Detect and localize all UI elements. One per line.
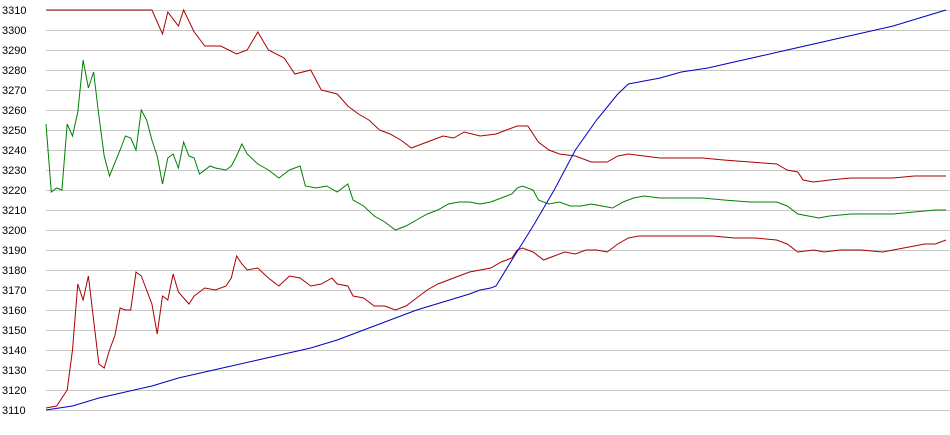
y-tick-label: 3130 [2,365,26,377]
y-tick-label: 3110 [2,405,26,417]
y-tick-label: 3160 [2,305,26,317]
series-lines [45,8,947,411]
y-tick-label: 3280 [2,65,26,77]
series-line-4 [45,9,947,411]
y-tick-label: 3210 [2,205,26,217]
y-tick-label: 3230 [2,165,26,177]
series-line-3 [45,235,947,409]
series-line-2 [45,59,946,231]
y-tick-label: 3200 [2,225,26,237]
y-tick-label: 3270 [2,85,26,97]
y-tick-label: 3170 [2,285,26,297]
y-tick-label: 3220 [2,185,26,197]
y-tick-label: 3150 [2,325,26,337]
grid-lines [46,10,950,411]
y-tick-label: 3250 [2,125,26,137]
y-tick-label: 3240 [2,145,26,157]
y-tick-label: 3260 [2,105,26,117]
y-tick-label: 3120 [2,385,26,397]
y-tick-label: 3190 [2,245,26,257]
series-line-1 [46,8,946,183]
y-tick-label: 3290 [2,45,26,57]
y-tick-label: 3300 [2,25,26,37]
y-tick-label: 3310 [2,5,26,17]
y-tick-label: 3140 [2,345,26,357]
y-tick-label: 3180 [2,265,26,277]
y-axis: 3110 3120 3130 3140 3150 3160 3170 3180 3190 3200… [2,5,26,417]
